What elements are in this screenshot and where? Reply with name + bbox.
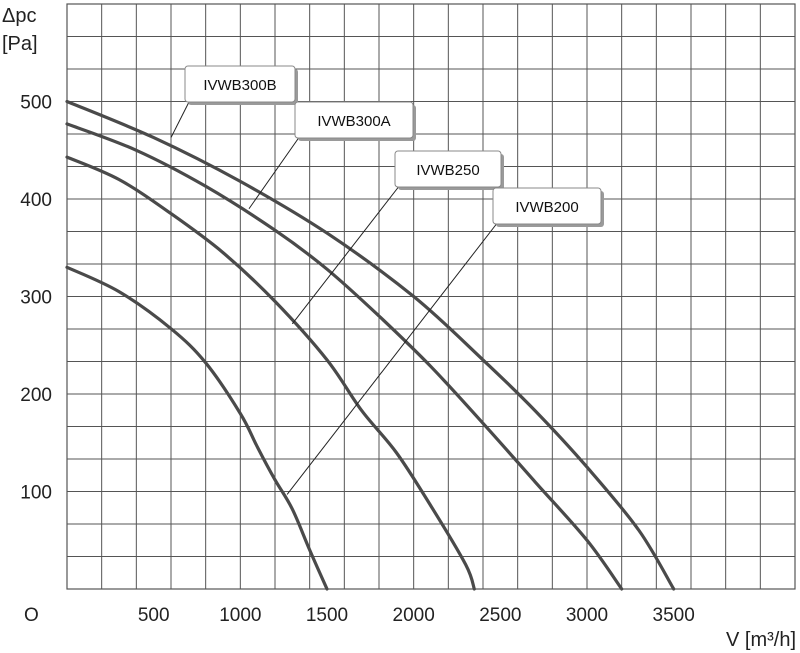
callout-label: IVWB250 xyxy=(416,162,479,179)
x-tick-label: 1000 xyxy=(219,605,261,626)
x-tick-label: 1500 xyxy=(306,605,348,626)
callout-leader xyxy=(170,99,191,138)
callout-leader xyxy=(291,184,401,325)
y-tick-label: 400 xyxy=(20,190,52,211)
curves xyxy=(65,99,676,591)
series-line-ivwb300b xyxy=(65,99,676,591)
series-line-ivwb300a xyxy=(65,122,624,591)
y-axis-title-unit: [Pa] xyxy=(2,33,38,55)
y-tick-label: 500 xyxy=(20,93,52,114)
x-tick-label: 3500 xyxy=(653,605,695,626)
x-tick-label: 3000 xyxy=(566,605,608,626)
x-axis-title: V [m³/h] xyxy=(726,629,796,651)
callout-leader xyxy=(286,221,499,495)
y-tick-label: 100 xyxy=(20,483,52,504)
series-line-ivwb250 xyxy=(65,155,476,591)
callout-label: IVWB200 xyxy=(515,199,578,216)
y-tick-label: 300 xyxy=(20,288,52,309)
grid xyxy=(66,3,796,590)
callout-box xyxy=(492,187,602,225)
x-tick-label: 2000 xyxy=(393,605,435,626)
y-tick-label: 200 xyxy=(20,385,52,406)
series-line-ivwb200 xyxy=(65,265,329,591)
callout-box xyxy=(184,65,296,103)
callout-leader xyxy=(248,135,301,210)
y-axis-title-symbol: Δpc xyxy=(2,5,36,27)
origin-label: O xyxy=(24,605,39,626)
callout-label: IVWB300B xyxy=(203,77,276,94)
x-tick-label: 500 xyxy=(138,605,170,626)
callout-box xyxy=(294,101,414,139)
ticks: 500 1000 1500 2000 2500 3000 3500 100 200 300 400 5… xyxy=(20,93,695,627)
callout-label: IVWB300A xyxy=(317,113,390,130)
callouts: IVWB300B IVWB300A IVWB250 IVWB200 xyxy=(170,65,604,495)
callout-box xyxy=(394,150,502,188)
x-tick-label: 2500 xyxy=(479,605,521,626)
